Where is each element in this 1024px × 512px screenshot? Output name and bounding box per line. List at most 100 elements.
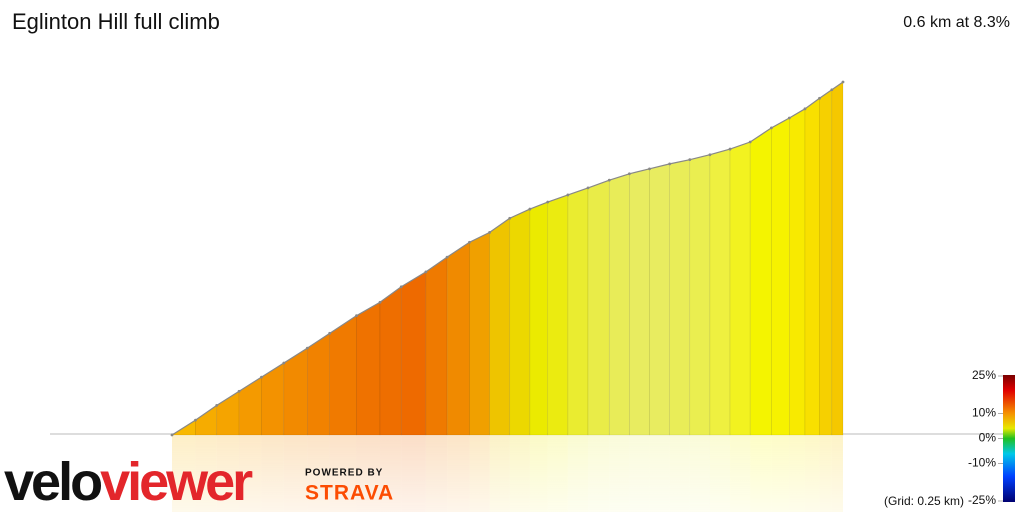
gradient-segment	[629, 168, 650, 436]
segment-reflection	[261, 435, 284, 512]
logo-part: viewer	[100, 452, 253, 512]
logo: veloviewer	[4, 452, 253, 512]
profile-point	[708, 153, 712, 157]
profile-point	[468, 240, 471, 244]
gradient-segment	[509, 208, 531, 436]
gradient-segment	[261, 362, 285, 436]
profile-point	[194, 418, 197, 422]
segment-reflection	[588, 435, 610, 512]
profile-point	[260, 375, 263, 379]
segment-reflection	[195, 435, 217, 512]
profile-point	[546, 200, 550, 204]
profile-point	[770, 126, 773, 130]
segment-reflection	[789, 435, 805, 512]
profile-point	[748, 140, 752, 144]
segment-reflection	[489, 435, 510, 512]
gradient-segment	[425, 256, 448, 436]
profile-point	[355, 314, 358, 318]
profile-point	[688, 158, 692, 162]
segment-reflection	[216, 435, 240, 512]
gradient-segment	[529, 201, 549, 436]
profile-point	[830, 88, 834, 92]
profile-point	[528, 207, 532, 211]
segment-reflection	[629, 435, 650, 512]
segment-reflection	[172, 435, 196, 512]
profile-point	[818, 96, 821, 100]
gradient-segment	[356, 301, 381, 436]
gradient-segment	[567, 187, 589, 436]
logo-part: velo	[4, 452, 101, 512]
profile-point	[787, 116, 791, 120]
profile-point	[215, 403, 219, 407]
profile-point	[841, 80, 845, 84]
strava: STRAVA	[305, 482, 394, 505]
segment-reflection	[709, 435, 731, 512]
plot	[170, 80, 845, 437]
profile-point	[399, 285, 403, 289]
powered-by: POWERED BY	[305, 468, 383, 479]
gradient-segment	[307, 332, 330, 436]
gradient-segment	[547, 194, 569, 436]
gradient-segment	[749, 127, 772, 436]
profile-point	[445, 255, 449, 259]
profile-point	[508, 216, 512, 220]
profile-point	[803, 107, 807, 111]
profile-point	[566, 193, 570, 197]
segment-reflection	[689, 435, 710, 512]
segment-reflection	[329, 435, 357, 512]
segment-reflection	[425, 435, 448, 512]
gradient-segment	[819, 89, 833, 436]
gradient-segment	[329, 315, 357, 436]
segment-reflection	[307, 435, 330, 512]
gradient-segment	[689, 154, 711, 436]
gradient-segment	[669, 159, 691, 436]
segment-reflection	[547, 435, 568, 512]
profile-point	[648, 167, 651, 171]
gradient-segment	[789, 108, 806, 436]
colorbar-label: -10%	[968, 456, 996, 470]
gradient-segment	[587, 179, 610, 436]
colorbar-ticks: 25% 10% 0% -10% -25%	[968, 368, 1003, 507]
gradient-segment	[400, 271, 427, 436]
profile-point	[282, 361, 286, 365]
segment-reflection	[609, 435, 630, 512]
gradient-segment	[709, 148, 731, 436]
segment-reflection	[469, 435, 490, 512]
gradient-segment	[489, 217, 511, 436]
chart-title: Eglinton Hill full climb	[12, 9, 220, 34]
profile-line	[171, 81, 844, 436]
profile-point	[627, 172, 631, 176]
segment-reflection	[567, 435, 589, 512]
colorbar	[1003, 375, 1015, 502]
colorbar-label: -25%	[968, 493, 996, 507]
segment-reflection	[447, 435, 470, 512]
gradient-segment	[649, 163, 670, 436]
colorbar-label: 25%	[972, 368, 996, 382]
gradient-segment	[804, 97, 820, 436]
segment-reflection	[380, 435, 402, 512]
segment-reflection	[529, 435, 548, 512]
grid-note: (Grid: 0.25 km)	[884, 494, 964, 508]
profile-point	[424, 270, 428, 274]
colorbar-label: 10%	[972, 406, 996, 420]
profile-point	[378, 300, 382, 304]
profile-point	[305, 346, 309, 350]
profile-point	[607, 178, 611, 182]
segment-reflection	[239, 435, 262, 512]
segment-reflection	[283, 435, 308, 512]
gradient-segment	[195, 404, 218, 436]
gradient-segment	[608, 173, 630, 436]
colorbar-label: 0%	[979, 431, 997, 445]
summary: 0.6 km at 8.3%	[903, 14, 1010, 31]
gradient-segment	[771, 117, 790, 436]
segment-reflection	[356, 435, 381, 512]
segment-reflection	[804, 435, 820, 512]
profile-point	[728, 147, 732, 151]
profile-point	[488, 230, 492, 234]
profile-point	[170, 433, 174, 437]
profile-point	[237, 389, 241, 393]
segment-reflection	[649, 435, 670, 512]
segment-reflection	[401, 435, 426, 512]
profile-point	[668, 162, 672, 166]
